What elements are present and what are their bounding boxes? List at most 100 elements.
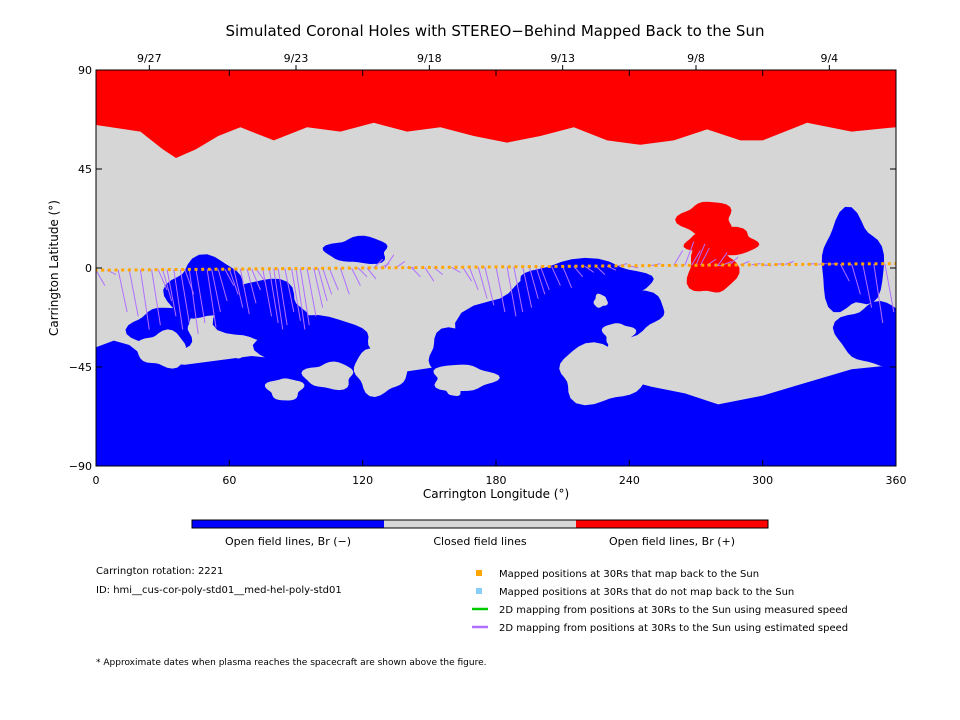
- estimated-speed-mapping-line: [573, 265, 584, 278]
- north-polar-hole: [96, 70, 896, 158]
- legend-marker: [476, 588, 482, 594]
- estimated-speed-mapping-line: [299, 268, 310, 326]
- footnote: * Approximate dates when plasma reaches …: [96, 658, 487, 668]
- mapped-position-marker: [714, 263, 718, 267]
- mapped-position-marker: [661, 264, 665, 267]
- mapped-position-marker: [187, 267, 191, 271]
- mapped-position-marker: [761, 263, 765, 267]
- estimated-speed-mapping-line: [228, 268, 239, 295]
- legend-label: 2D mapping from positions at 30Rs to the…: [499, 623, 848, 634]
- x-axis-label: Carrington Longitude (°): [423, 487, 569, 501]
- mapped-position-marker: [727, 263, 731, 267]
- mapped-position-marker: [454, 265, 458, 269]
- mapped-position-marker: [521, 265, 525, 269]
- mapped-position-marker: [301, 267, 305, 270]
- model-id: ID: hmi__cus-cor-poly-std01__med-hel-pol…: [96, 585, 342, 596]
- colorbar-frame: [191, 519, 769, 529]
- estimated-speed-mapping-line: [262, 268, 273, 317]
- mapped-position-marker: [487, 265, 491, 269]
- estimated-speed-mapping-line: [157, 269, 168, 291]
- south-polar-hole: [96, 340, 896, 466]
- mapped-position-marker: [547, 265, 551, 268]
- estimated-speed-mapping-line: [451, 266, 461, 273]
- date-label: 9/4: [820, 52, 838, 65]
- mapped-position-marker: [681, 263, 685, 267]
- mapped-position-marker: [241, 267, 245, 271]
- mapped-position-marker: [514, 265, 518, 269]
- estimated-speed-mapping-line: [691, 250, 701, 266]
- estimated-speed-mapping-line: [313, 268, 324, 308]
- estimated-speed-mapping-line: [522, 266, 533, 308]
- estimated-speed-mapping-line: [424, 267, 435, 282]
- mapped-position-marker: [96, 268, 98, 272]
- colorbar-segment: [576, 520, 768, 528]
- mapped-position-marker: [481, 265, 485, 269]
- mapped-position-marker: [354, 266, 358, 270]
- mapped-position-marker: [134, 268, 138, 272]
- mapped-position-marker: [227, 267, 231, 271]
- legend-marker: [476, 570, 482, 576]
- negative-coronal-hole: [322, 235, 388, 264]
- estimated-speed-mapping-line: [195, 269, 206, 324]
- colorbar-label: Open field lines, Br (−): [225, 535, 351, 548]
- estimated-speed-mapping-line: [284, 268, 295, 313]
- estimated-speed-mapping-line: [217, 269, 228, 302]
- estimated-speed-mapping-line: [291, 268, 301, 321]
- mapped-position-marker: [381, 266, 385, 270]
- x-tick-label: 360: [886, 474, 907, 487]
- estimated-speed-mapping-line: [673, 250, 684, 266]
- mapped-position-marker: [767, 263, 771, 267]
- mapped-position-marker: [601, 264, 605, 268]
- mapped-position-marker: [387, 266, 391, 270]
- estimated-speed-mapping-line: [188, 269, 199, 335]
- legend-label: 2D mapping from positions at 30Rs to the…: [499, 605, 848, 616]
- mapped-position-marker: [307, 266, 311, 270]
- estimated-speed-mapping-line: [151, 269, 161, 326]
- mapped-position-marker: [634, 264, 638, 268]
- mapped-position-marker: [734, 263, 738, 267]
- colorbar-segment: [192, 520, 384, 528]
- mapped-position-marker: [234, 267, 238, 271]
- estimated-speed-mapping-line: [96, 269, 106, 286]
- colorbar: Open field lines, Br (−) Closed field lin…: [191, 519, 769, 548]
- colorbar-label: Open field lines, Br (+): [609, 535, 735, 548]
- mapped-position-marker: [321, 266, 325, 270]
- estimated-speed-mapping-line: [139, 269, 150, 330]
- mapped-position-marker: [261, 267, 265, 271]
- y-axis-label: Carrington Latitude (°): [47, 200, 61, 336]
- estimated-speed-mapping-line: [206, 269, 217, 328]
- date-label: 9/13: [550, 52, 575, 65]
- mapped-position-marker: [274, 267, 278, 271]
- estimated-speed-mapping-line: [477, 266, 488, 299]
- mapped-position-marker: [687, 263, 691, 267]
- mapped-position-marker: [774, 263, 778, 267]
- estimated-speed-mapping-line: [895, 263, 896, 265]
- estimated-speed-mapping-line: [484, 266, 495, 306]
- mapped-position-marker: [347, 266, 351, 270]
- mapped-position-marker: [421, 266, 425, 269]
- estimated-speed-mapping-line: [233, 268, 244, 308]
- mapped-position-marker: [607, 264, 611, 268]
- mapped-position-marker: [294, 267, 298, 271]
- mapped-position-marker: [401, 266, 405, 270]
- estimated-speed-mapping-line: [251, 268, 261, 291]
- mapped-position-marker: [841, 262, 845, 266]
- estimated-speed-mapping-line: [239, 268, 250, 315]
- estimated-speed-mapping-line: [317, 268, 328, 302]
- mapped-position-marker: [501, 265, 505, 269]
- mapped-position-marker: [267, 267, 271, 271]
- estimated-speed-mapping-line: [328, 268, 339, 291]
- y-tick-label: −90: [69, 460, 92, 473]
- mapped-position-marker: [507, 265, 511, 269]
- positive-coronal-hole: [686, 238, 740, 293]
- estimated-speed-mapping-line: [839, 263, 850, 282]
- mapped-position-marker: [334, 266, 338, 270]
- mapped-position-marker: [754, 263, 758, 267]
- chart-title: Simulated Coronal Holes with STEREO−Behi…: [226, 22, 765, 40]
- estimated-speed-mapping-line: [784, 260, 794, 265]
- mapped-position-marker: [407, 266, 411, 270]
- mapped-position-marker: [414, 266, 418, 270]
- mapped-position-marker: [654, 264, 658, 268]
- mapped-position-marker: [254, 267, 258, 271]
- legend-label: Mapped positions at 30Rs that do not map…: [499, 587, 794, 598]
